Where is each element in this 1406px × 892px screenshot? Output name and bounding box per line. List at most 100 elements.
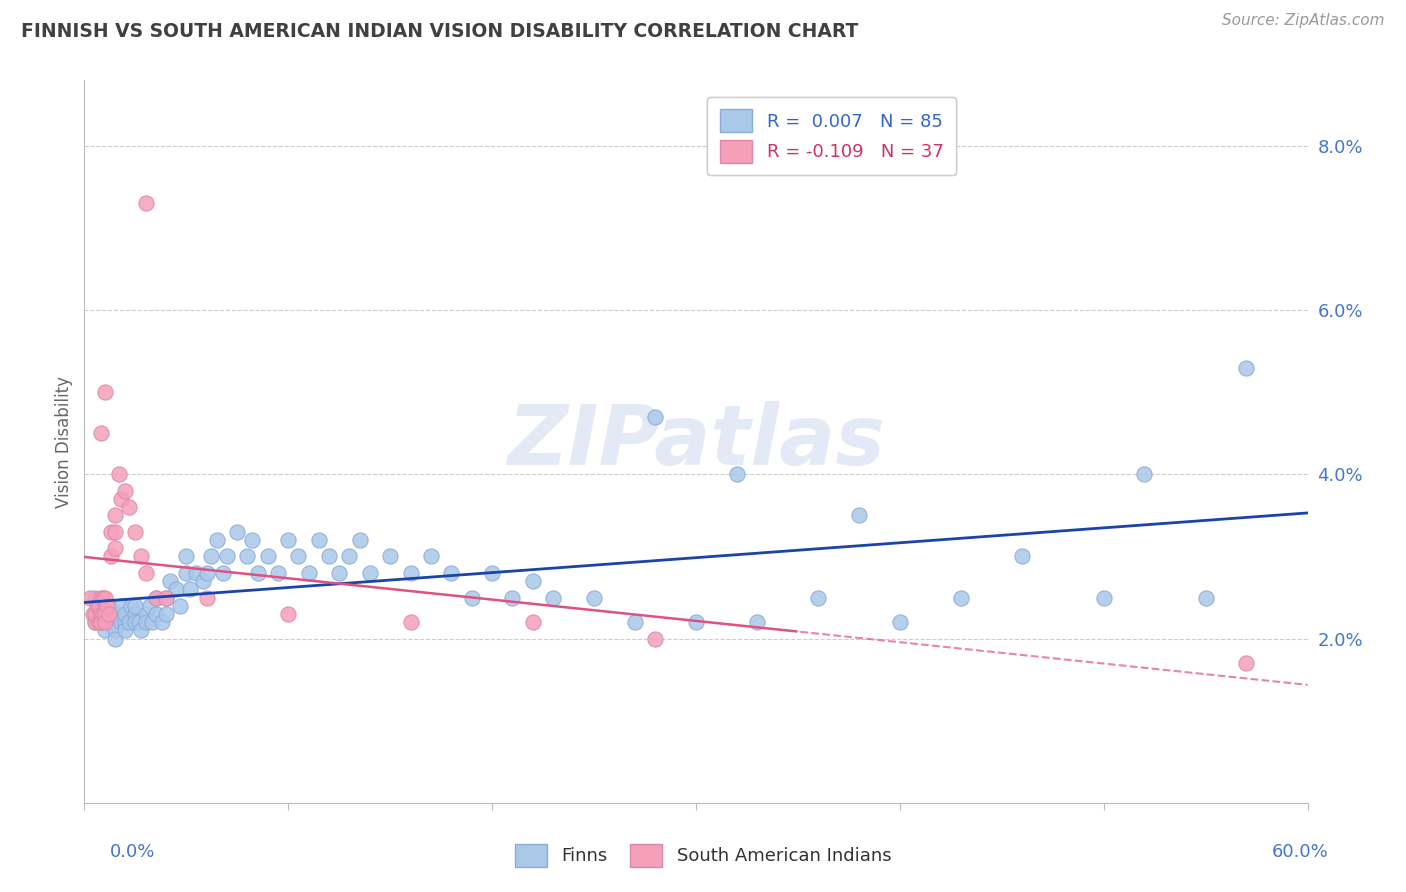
Point <box>807 591 830 605</box>
Point <box>93 624 115 638</box>
Point <box>179 582 201 597</box>
Point <box>328 566 350 580</box>
Point <box>257 549 280 564</box>
Point <box>104 624 127 638</box>
Point <box>1234 360 1257 375</box>
Point <box>747 615 769 630</box>
Point <box>97 599 120 613</box>
Point <box>93 607 115 621</box>
Point <box>155 591 177 605</box>
Point <box>104 541 127 556</box>
Point <box>90 426 112 441</box>
Point <box>522 574 544 588</box>
Point <box>195 591 218 605</box>
Point <box>91 591 114 605</box>
Point <box>93 615 115 630</box>
Point <box>212 566 235 580</box>
Point <box>725 467 748 482</box>
Point <box>104 632 127 646</box>
Point <box>82 607 104 621</box>
Point <box>481 566 503 580</box>
Point <box>83 607 105 621</box>
Point <box>135 607 157 621</box>
Point <box>114 607 136 621</box>
Point <box>141 615 163 630</box>
Point <box>950 591 973 605</box>
Point <box>287 549 309 564</box>
Point <box>1092 591 1115 605</box>
Point <box>308 533 330 547</box>
Point <box>169 599 191 613</box>
Text: Source: ZipAtlas.com: Source: ZipAtlas.com <box>1222 13 1385 29</box>
Point <box>118 615 141 630</box>
Point <box>277 533 299 547</box>
Point <box>114 624 136 638</box>
Text: 0.0%: 0.0% <box>110 843 155 861</box>
Point <box>120 599 142 613</box>
Point <box>298 566 321 580</box>
Point <box>583 591 606 605</box>
Point <box>114 615 136 630</box>
Point <box>90 607 112 621</box>
Point <box>93 615 115 630</box>
Point <box>502 591 524 605</box>
Point <box>108 467 131 482</box>
Point <box>226 524 249 539</box>
Point <box>131 549 153 564</box>
Y-axis label: Vision Disability: Vision Disability <box>55 376 73 508</box>
Point <box>110 491 132 506</box>
Point <box>399 615 422 630</box>
Point <box>118 500 141 515</box>
Point <box>90 591 112 605</box>
Point <box>889 615 911 630</box>
Point <box>165 582 187 597</box>
Point <box>155 607 177 621</box>
Point <box>83 615 105 630</box>
Legend: Finns, South American Indians: Finns, South American Indians <box>508 837 898 874</box>
Point <box>205 533 228 547</box>
Point <box>145 607 167 621</box>
Point <box>359 566 381 580</box>
Point <box>685 615 707 630</box>
Point <box>110 599 132 613</box>
Text: ZIPatlas: ZIPatlas <box>508 401 884 482</box>
Point <box>135 566 157 580</box>
Point <box>104 524 127 539</box>
Point <box>100 549 122 564</box>
Point <box>399 566 422 580</box>
Point <box>267 566 290 580</box>
Point <box>83 591 105 605</box>
Point <box>420 549 443 564</box>
Point <box>90 599 112 613</box>
Point <box>339 549 361 564</box>
Point <box>1133 467 1156 482</box>
Point <box>240 533 263 547</box>
Point <box>104 508 127 523</box>
Point <box>522 615 544 630</box>
Point <box>624 615 647 630</box>
Point <box>100 524 122 539</box>
Point <box>246 566 269 580</box>
Point <box>848 508 870 523</box>
Point <box>174 549 197 564</box>
Point <box>145 591 167 605</box>
Point <box>100 615 122 630</box>
Point <box>87 615 110 630</box>
Point <box>79 591 101 605</box>
Point <box>150 615 173 630</box>
Point <box>155 591 177 605</box>
Point <box>440 566 463 580</box>
Point <box>86 599 108 613</box>
Point <box>174 566 197 580</box>
Point <box>200 549 222 564</box>
Point <box>87 599 110 613</box>
Point <box>145 591 167 605</box>
Point <box>318 549 340 564</box>
Point <box>131 624 153 638</box>
Point <box>96 599 118 613</box>
Point <box>543 591 565 605</box>
Point <box>277 607 299 621</box>
Point <box>1195 591 1218 605</box>
Point <box>124 607 146 621</box>
Point <box>380 549 402 564</box>
